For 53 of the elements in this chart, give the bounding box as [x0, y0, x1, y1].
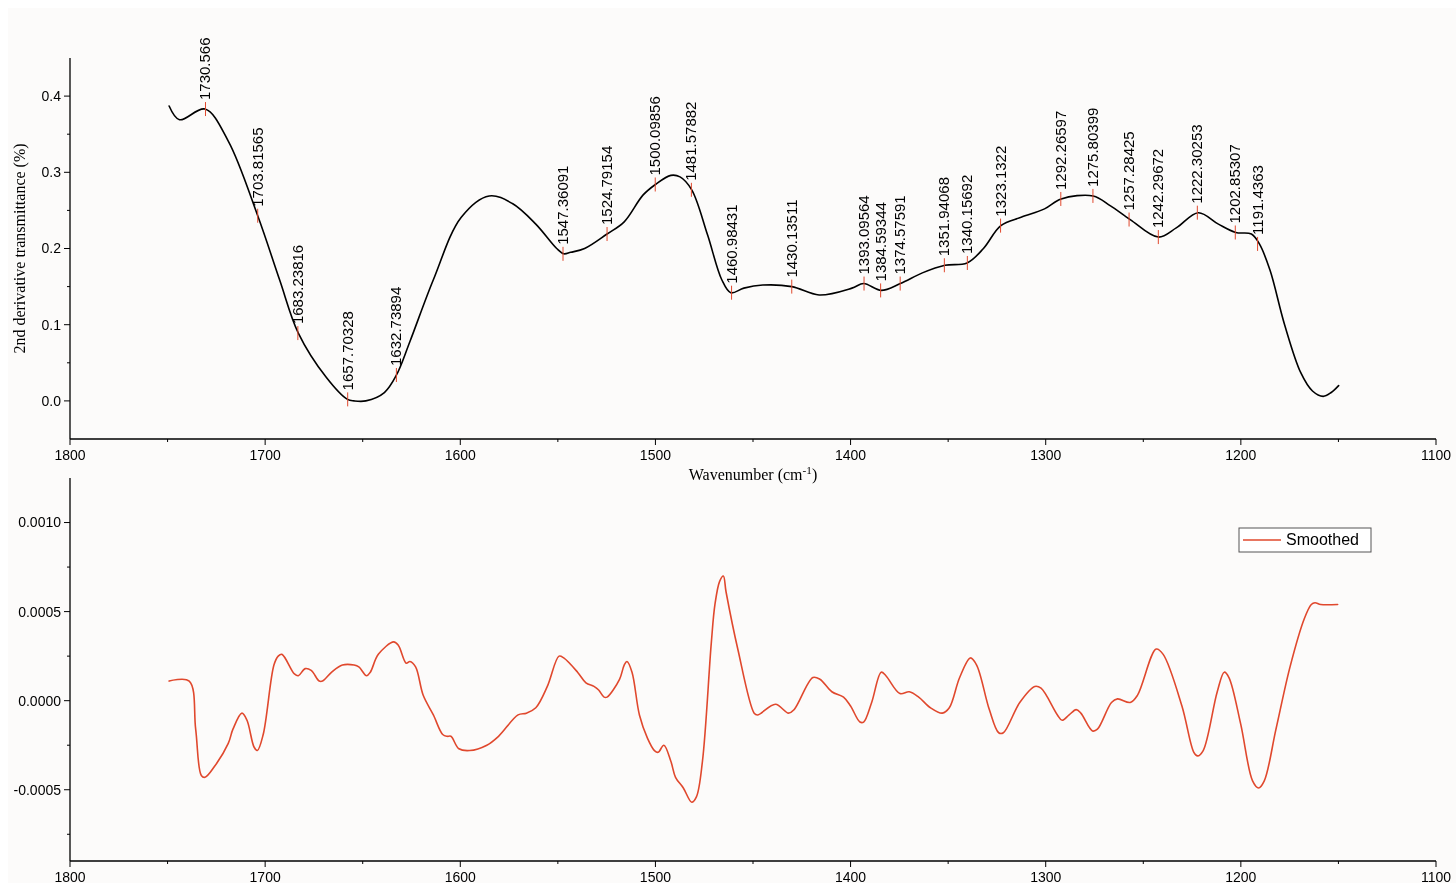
annotation: 1292.26597 — [1051, 110, 1069, 190]
annotation: 1730.566 — [196, 37, 214, 101]
annotation: 1374.57591 — [891, 195, 909, 275]
annotation: 1657.70328 — [338, 311, 356, 391]
line-series — [168, 575, 1339, 804]
x-tick-label: 1400 — [834, 447, 867, 463]
annotation: 1340.15692 — [958, 174, 976, 254]
annotation: 1393.09564 — [855, 195, 873, 275]
annotation: 1547.36091 — [554, 165, 572, 245]
annotation: 1323.1322 — [991, 145, 1009, 217]
x-tick-label: 1100 — [1420, 447, 1452, 463]
annotation: 1524.79154 — [598, 145, 616, 226]
y-tick-label: 0.0000 — [18, 692, 62, 709]
legend-label: Smoothed — [1286, 531, 1359, 548]
annotation: 1683.23816 — [288, 244, 306, 325]
y-tick-label: 0.0 — [41, 392, 62, 409]
y-tick-label: 0.3 — [41, 164, 62, 181]
x-tick-label: 1100 — [1420, 869, 1452, 885]
annotation: 1384.59344 — [871, 202, 889, 282]
annotation: 1500.09856 — [646, 96, 664, 176]
x-tick-label: 1600 — [444, 447, 477, 463]
x-tick-label: 1600 — [444, 869, 477, 885]
x-tick-label: 1800 — [54, 869, 86, 885]
x-tick-label: 1500 — [639, 447, 672, 463]
y-axis-title: 2nd derivative transmittance (%) — [11, 143, 29, 354]
x-tick-label: 1700 — [249, 869, 281, 885]
y-tick-label: 0.4 — [41, 88, 62, 104]
x-tick-label: 1500 — [639, 869, 672, 885]
y-tick-label: 0.1 — [41, 316, 62, 333]
annotation: 1430.13511 — [782, 199, 800, 278]
x-tick-label: 1400 — [834, 869, 867, 885]
annotation: 1222.30253 — [1188, 124, 1206, 204]
y-tick-label: 0.0005 — [18, 603, 62, 620]
annotation: 1703.81565 — [248, 127, 266, 207]
y-tick-label: -0.0005 — [13, 781, 62, 798]
x-tick-label: 1200 — [1225, 869, 1257, 885]
x-tick-label: 1300 — [1030, 869, 1062, 885]
x-axis-title: Wavenumber (cm$^{-1}$) — [688, 464, 818, 484]
annotation: 1275.80399 — [1083, 107, 1101, 187]
y-tick-label: 0.0010 — [18, 514, 62, 531]
annotation: 1632.73894 — [387, 286, 405, 366]
annotation: 1191.4363 — [1248, 165, 1266, 235]
x-tick-label: 1700 — [249, 447, 281, 463]
x-tick-label: 1200 — [1225, 447, 1257, 463]
x-tick-label: 1300 — [1030, 447, 1062, 463]
x-tick-label: 1800 — [54, 447, 86, 463]
annotation: 1481.57882 — [682, 101, 700, 181]
annotation: 1202.85307 — [1226, 144, 1244, 224]
annotation: 1351.94068 — [935, 177, 953, 257]
annotation: 1257.28425 — [1120, 131, 1138, 211]
y-tick-label: 0.2 — [41, 240, 62, 257]
annotation: 1242.29672 — [1149, 148, 1167, 229]
annotation: 1460.98431 — [722, 204, 740, 284]
